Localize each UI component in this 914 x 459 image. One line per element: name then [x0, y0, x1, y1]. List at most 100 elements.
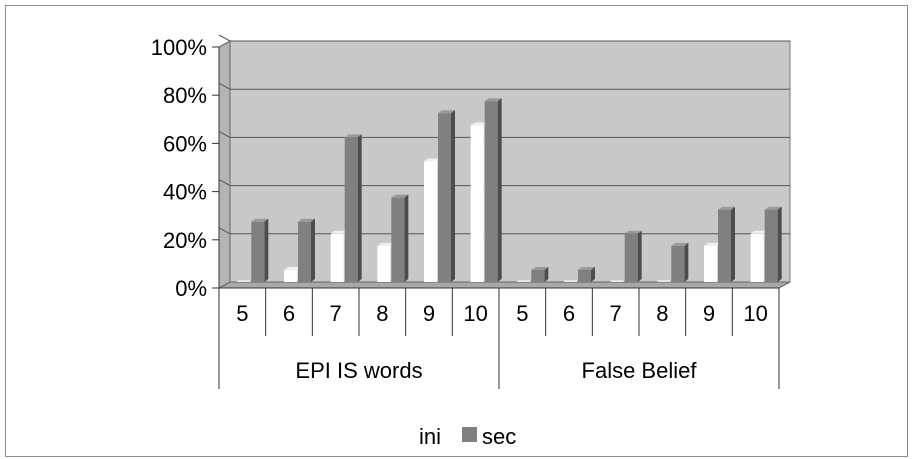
bar-ini-face — [237, 280, 251, 282]
gridline-side — [218, 130, 231, 138]
bar-ini-face — [517, 280, 531, 282]
bar-sec-face — [531, 269, 545, 282]
bar-sec-top — [391, 194, 409, 198]
x-group-label: EPI IS words — [295, 358, 422, 383]
bar-sec-top — [578, 266, 595, 270]
bar-ini-face — [657, 280, 671, 282]
bar-ini-face — [704, 245, 717, 282]
bar-ini-face — [284, 269, 297, 282]
bar-sec — [344, 134, 362, 282]
bar-ini-face — [750, 233, 764, 282]
bar-sec-side — [357, 134, 362, 282]
bar-sec-top — [298, 218, 315, 222]
x-tick-label: 6 — [283, 301, 295, 326]
legend-label-ini: ini — [419, 424, 441, 449]
bars — [237, 98, 782, 282]
bar-sec-top — [484, 98, 502, 102]
bar-ini-face — [330, 233, 344, 282]
legend-swatch-sec — [462, 427, 477, 442]
y-tick-label: 0% — [175, 276, 207, 301]
x-tick-label: 9 — [703, 301, 715, 326]
bar-sec-face — [438, 113, 451, 282]
bar-ini — [610, 280, 624, 282]
bar-ini — [564, 280, 577, 282]
bar-sec-side — [497, 98, 502, 282]
bar-sec — [391, 194, 409, 282]
plot-floor — [218, 281, 791, 289]
bar-sec-top — [718, 206, 735, 210]
bar-sec-face — [344, 137, 358, 282]
bar-ini-top — [284, 266, 301, 270]
bar-ini-face — [377, 245, 391, 282]
x-tick-label: 7 — [330, 301, 342, 326]
bar-sec-face — [671, 245, 685, 282]
x-tick-label: 8 — [376, 301, 388, 326]
bar-sec-face — [764, 209, 778, 282]
bar-sec-side — [544, 266, 549, 282]
bar-sec-face — [484, 101, 498, 282]
bar-sec-side — [637, 230, 642, 282]
bar-ini-face — [424, 161, 437, 282]
bar-sec — [298, 218, 315, 282]
y-tick-label: 60% — [163, 131, 207, 156]
bar-ini-top — [470, 122, 488, 126]
x-group-label: False Belief — [582, 358, 698, 383]
bar-sec-face — [251, 221, 265, 282]
bar-ini-face — [610, 280, 624, 282]
bar-sec-side — [731, 206, 735, 282]
bar-sec-top — [251, 218, 269, 222]
x-tick-label: 7 — [610, 301, 622, 326]
bar-sec — [251, 218, 269, 282]
bar-ini-top — [704, 242, 721, 246]
bar-sec-face — [718, 209, 731, 282]
bar-ini-face — [470, 125, 484, 282]
bar-ini-top — [377, 242, 395, 246]
y-tick-label: 40% — [163, 180, 207, 205]
bar-sec — [531, 266, 549, 282]
bar-ini — [517, 280, 531, 282]
x-axis: 5 6 7 8 9 10 5 6 7 8 9 10 EPI IS words False Belief — [218, 287, 780, 389]
bar-sec — [718, 206, 735, 282]
y-tick-label: 20% — [163, 228, 207, 253]
bar-sec-face — [624, 233, 638, 282]
bar-sec-side — [451, 110, 455, 282]
y-axis-ticks: 0% 20% 40% 60% 80% 100% — [151, 35, 220, 301]
bar-sec — [578, 266, 595, 282]
legend: ini sec — [419, 424, 516, 449]
bar-sec — [438, 110, 455, 282]
gridline-side — [218, 179, 231, 187]
bar-sec-top — [624, 230, 642, 234]
legend-label-sec: sec — [482, 424, 516, 449]
bar-sec-face — [298, 221, 311, 282]
gridline-side — [218, 82, 231, 90]
bar-sec-face — [391, 197, 405, 282]
gridline-side — [218, 34, 231, 42]
bar-sec-side — [404, 194, 409, 282]
bar-sec-top — [438, 110, 455, 114]
bar-ini-face — [564, 280, 577, 282]
y-tick-label: 100% — [151, 35, 207, 60]
plot-side-wall — [218, 40, 231, 289]
bar-sec-top — [531, 266, 549, 270]
bar-ini — [237, 280, 251, 282]
x-tick-label: 10 — [743, 301, 767, 326]
bar-sec — [764, 206, 782, 282]
bar-sec-side — [311, 218, 315, 282]
bar-sec-top — [344, 134, 362, 138]
bar-sec — [624, 230, 642, 282]
bar-ini-top — [750, 230, 768, 234]
bar-sec — [671, 242, 689, 282]
x-tick-label: 5 — [516, 301, 528, 326]
bar-sec-side — [684, 242, 689, 282]
bar-sec-top — [764, 206, 782, 210]
bar-sec-side — [264, 218, 269, 282]
y-tick-label: 80% — [163, 83, 207, 108]
bar-ini-top — [330, 230, 348, 234]
x-tick-label: 8 — [656, 301, 668, 326]
gridlines — [218, 34, 790, 235]
bar-ini-top — [424, 158, 441, 162]
bar-sec-top — [671, 242, 689, 246]
gridline-side — [218, 227, 231, 235]
bar-ini — [657, 280, 671, 282]
